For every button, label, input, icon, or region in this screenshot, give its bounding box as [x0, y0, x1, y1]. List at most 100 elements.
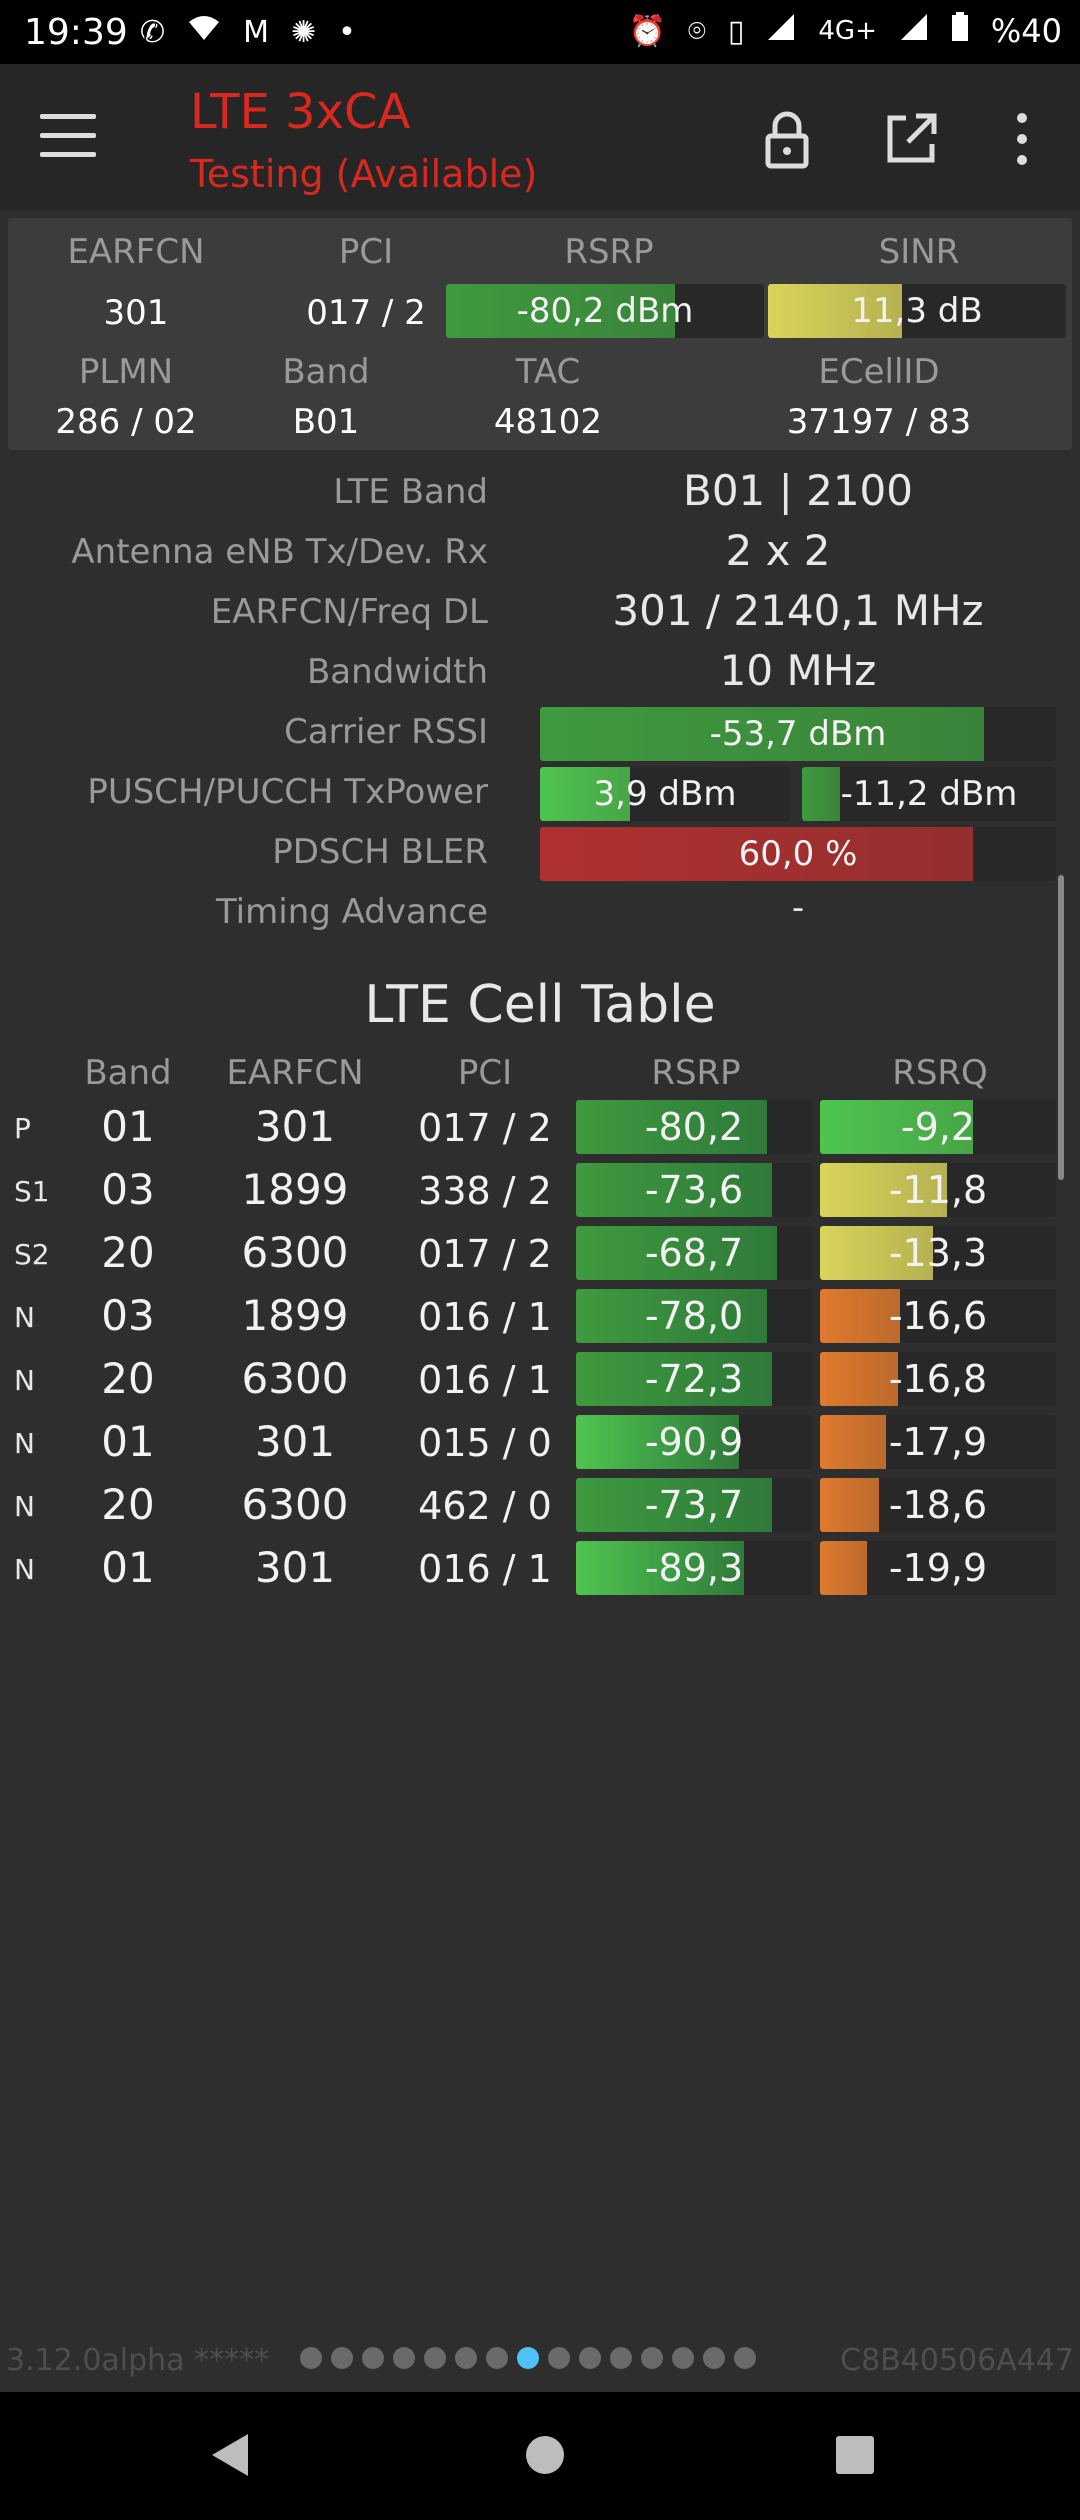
- cell-rsrp-bar: -90,9: [576, 1415, 812, 1469]
- pusch-bar: 3,9 dBm: [540, 767, 790, 821]
- tac-header: TAC: [515, 352, 581, 392]
- sinr-bar-fill: [768, 284, 903, 338]
- home-icon[interactable]: [526, 2436, 564, 2474]
- app-subtitle: Testing (Available): [190, 152, 538, 196]
- page-dot[interactable]: [424, 2347, 446, 2369]
- cell-earfcn: 6300: [241, 1480, 349, 1529]
- cell-rsrp: -89,3: [644, 1546, 744, 1590]
- page-dot[interactable]: [331, 2347, 353, 2369]
- recent-apps-icon[interactable]: [836, 2436, 874, 2474]
- status-bar: 19:39 ✆ M ✺ • ⏰ ⌾ ▯ 4G+ %40: [0, 0, 1080, 64]
- page-dot[interactable]: [703, 2347, 725, 2369]
- cell-rsrp: -80,2: [644, 1105, 744, 1149]
- cell-band: 03: [101, 1165, 155, 1214]
- scrollbar[interactable]: [1058, 875, 1064, 1180]
- open-external-icon[interactable]: [876, 104, 946, 174]
- page-dot[interactable]: [641, 2347, 663, 2369]
- cell-rsrq: -16,8: [888, 1357, 988, 1401]
- pci-value: 017 / 2: [306, 293, 426, 333]
- cell-rsrp-bar-fill: [576, 1226, 777, 1280]
- lock-icon[interactable]: [752, 104, 822, 174]
- page-dot[interactable]: [734, 2347, 756, 2369]
- cell-rsrp-bar: -80,2: [576, 1100, 812, 1154]
- more-options-icon[interactable]: [992, 104, 1052, 174]
- cell-band: 01: [101, 1543, 155, 1592]
- lte-band-label: LTE Band: [333, 472, 488, 512]
- page-dot[interactable]: [362, 2347, 384, 2369]
- cell-rsrq-bar: -13,3: [820, 1226, 1056, 1280]
- cell-rsrp: -78,0: [644, 1294, 744, 1338]
- back-icon[interactable]: [210, 2432, 250, 2482]
- system-icons: ⏰ ⌾ ▯ 4G+ %40: [629, 12, 1062, 50]
- page-dot[interactable]: [672, 2347, 694, 2369]
- cell-pci: 015 / 0: [418, 1421, 552, 1465]
- dot-icon: •: [338, 14, 356, 50]
- cell-pci: 338 / 2: [418, 1169, 552, 1213]
- location-icon: ⌾: [687, 13, 706, 49]
- bler-label: PDSCH BLER: [272, 832, 488, 872]
- lte-band-value: B01 | 2100: [683, 466, 913, 515]
- page-indicator[interactable]: [300, 2347, 756, 2369]
- cell-rsrp: -73,6: [644, 1168, 744, 1212]
- page-dot[interactable]: [486, 2347, 508, 2369]
- cell-rsrq: -18,6: [888, 1483, 988, 1527]
- cell-rsrq-bar: -9,2: [820, 1100, 1056, 1154]
- antenna-label: Antenna eNB Tx/Dev. Rx: [71, 532, 488, 572]
- battery-icon: [951, 12, 969, 50]
- cell-rsrp-bar-fill: [576, 1100, 768, 1154]
- cell-rsrq-bar-fill: [820, 1289, 901, 1343]
- cell-rsrq: -9,2: [900, 1105, 976, 1149]
- page-dot[interactable]: [393, 2347, 415, 2369]
- bandwidth-value: 10 MHz: [719, 646, 877, 695]
- cell-pci: 462 / 0: [418, 1484, 552, 1528]
- cell-rsrp-bar-fill: [576, 1541, 744, 1595]
- cell-rsrp-bar: -73,6: [576, 1163, 812, 1217]
- page-dot[interactable]: [455, 2347, 477, 2369]
- cell-band: 20: [101, 1228, 155, 1277]
- plmn-value: 286 / 02: [55, 402, 197, 442]
- page-dot[interactable]: [579, 2347, 601, 2369]
- ecellid-header: ECellID: [818, 352, 940, 392]
- cell-rsrq-bar-fill: [820, 1100, 974, 1154]
- rsrq-column-header: RSRQ: [892, 1053, 988, 1093]
- cell-rsrq-bar-fill: [820, 1352, 898, 1406]
- app-bar: LTE 3xCA Testing (Available): [0, 64, 1080, 210]
- tac-value: 48102: [493, 402, 603, 442]
- cell-earfcn: 1899: [241, 1291, 349, 1340]
- wifi-icon: [187, 14, 221, 50]
- page-dot[interactable]: [548, 2347, 570, 2369]
- cell-rsrq-bar: -16,6: [820, 1289, 1056, 1343]
- page-dot[interactable]: [517, 2347, 539, 2369]
- menu-icon[interactable]: [40, 114, 96, 158]
- navigation-bar: [0, 2392, 1080, 2520]
- whatsapp-icon: ✆: [140, 14, 166, 50]
- pucch-bar-fill: [802, 767, 841, 821]
- rsrp-bar: -80,2 dBm: [446, 284, 764, 338]
- app-title: LTE 3xCA: [190, 84, 411, 140]
- app-version: 3.12.0alpha *****: [6, 2343, 270, 2378]
- cell-earfcn: 301: [254, 1543, 336, 1592]
- band-value: B01: [292, 402, 360, 442]
- page-dot[interactable]: [610, 2347, 632, 2369]
- alarm-icon: ⏰: [628, 13, 666, 49]
- cell-type-tag: N: [14, 1301, 35, 1334]
- cell-rsrp-bar: -78,0: [576, 1289, 812, 1343]
- network-type: 4G+: [818, 16, 877, 46]
- cell-rsrq-bar: -11,8: [820, 1163, 1056, 1217]
- rsrp-column-header: RSRP: [651, 1053, 741, 1093]
- device-id: C8B40506A447: [840, 2343, 1074, 2378]
- txpower-label: PUSCH/PUCCH TxPower: [87, 772, 488, 812]
- pci-header: PCI: [338, 232, 394, 272]
- cell-rsrq-bar-fill: [820, 1163, 948, 1217]
- cell-band: 03: [101, 1291, 155, 1340]
- earfcn-freq-value: 301 / 2140,1 MHz: [612, 586, 984, 635]
- cell-rsrq: -13,3: [888, 1231, 988, 1275]
- cell-rsrp: -73,7: [644, 1483, 744, 1527]
- sinr-header: SINR: [878, 232, 960, 272]
- cell-band: 01: [101, 1102, 155, 1151]
- pucch-value: -11,2 dBm: [840, 774, 1018, 814]
- cell-rsrp-bar: -72,3: [576, 1352, 812, 1406]
- page-dot[interactable]: [300, 2347, 322, 2369]
- rssi-bar: -53,7 dBm: [540, 707, 1056, 761]
- cell-rsrq: -17,9: [888, 1420, 988, 1464]
